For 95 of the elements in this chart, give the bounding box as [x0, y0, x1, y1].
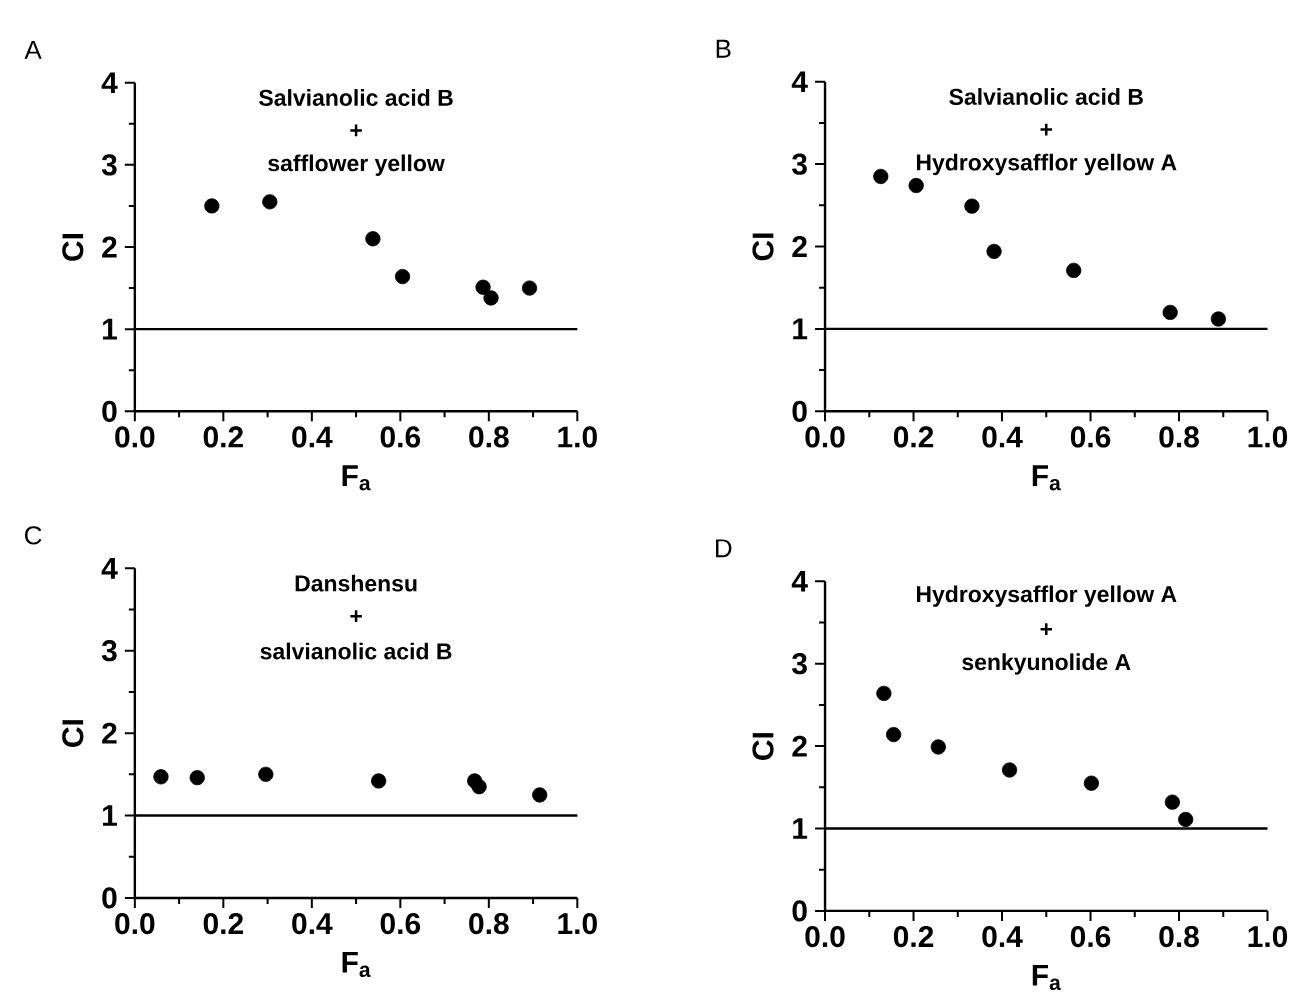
point — [930, 739, 946, 755]
x-tick-label: 0.8 — [1159, 926, 1199, 948]
point — [1162, 304, 1178, 321]
y-tick-label: 0 — [102, 400, 117, 423]
y-tick-label: 2 — [102, 722, 117, 744]
x-tick-label: 0.0 — [805, 926, 845, 948]
y-axis-title: CI — [62, 720, 84, 748]
point — [189, 770, 205, 786]
annotation: + — [1040, 123, 1053, 136]
x-axis-title: F$_{a}$ — [1032, 465, 1061, 491]
annotation: Hydroxysafflor yellow A — [916, 153, 1177, 176]
y-tick-label: 1 — [103, 805, 117, 826]
x-tick-label: 0.6 — [1070, 426, 1111, 448]
chart-title: B — [716, 39, 731, 58]
annotation: salvianolic acid B — [260, 642, 452, 660]
y-tick-label: 2 — [792, 236, 807, 258]
x-tick-label: 0.6 — [380, 426, 421, 448]
annotation: safflower yellow — [268, 154, 445, 177]
point — [262, 194, 278, 210]
x-tick-label: 1.0 — [1248, 926, 1288, 948]
y-tick-label: 1 — [103, 319, 117, 340]
annotation: + — [1040, 623, 1053, 636]
point — [371, 773, 387, 789]
y-tick-label: 3 — [101, 154, 117, 176]
y-axis-title: CI — [62, 234, 84, 261]
point — [986, 244, 1002, 260]
x-tick-label: 1.0 — [558, 426, 597, 448]
chart-title: A — [24, 41, 42, 59]
point — [1066, 262, 1082, 279]
x-tick-label: 0.6 — [1070, 926, 1111, 948]
y-tick-label: 4 — [101, 558, 118, 579]
x-tick-label: 0.2 — [893, 926, 934, 948]
x-tick-label: 0.6 — [380, 913, 421, 935]
point — [204, 198, 220, 214]
y-tick-label: 4 — [101, 72, 118, 94]
point — [532, 787, 548, 803]
point — [1210, 311, 1226, 327]
annotation: Danshensu — [295, 574, 417, 592]
x-tick-label: 0.0 — [805, 426, 845, 448]
point — [1164, 794, 1180, 810]
y-tick-label: 1 — [793, 318, 808, 340]
point — [1001, 762, 1018, 778]
point — [258, 766, 274, 783]
y-tick-label: 3 — [101, 640, 117, 662]
annotation: + — [350, 124, 362, 137]
point — [1178, 812, 1194, 828]
point — [873, 169, 889, 185]
y-tick-label: 3 — [792, 153, 807, 175]
point — [365, 231, 381, 247]
x-axis-title: F$_{a}$ — [342, 465, 371, 491]
y-tick-label: 0 — [792, 400, 807, 423]
point — [1083, 775, 1099, 791]
chart-title: C — [25, 526, 42, 545]
x-axis-title: F$_{a}$ — [1032, 965, 1061, 991]
annotation: Salvianolic acid B — [949, 88, 1143, 106]
x-tick-label: 0.4 — [292, 426, 333, 448]
point — [964, 198, 980, 214]
x-tick-label: 1.0 — [1248, 426, 1288, 448]
y-tick-label: 2 — [792, 735, 807, 757]
point — [394, 269, 411, 285]
point — [521, 280, 538, 296]
point — [153, 769, 169, 785]
annotation: Hydroxysafflor yellow A — [916, 585, 1177, 607]
x-tick-label: 0.0 — [115, 913, 155, 935]
x-tick-label: 1.0 — [558, 913, 597, 935]
x-tick-label: 0.4 — [292, 913, 333, 935]
point — [471, 779, 487, 795]
x-tick-label: 0.4 — [982, 926, 1023, 948]
y-axis-title: CI — [752, 233, 774, 261]
chart-title: D — [716, 539, 732, 558]
x-tick-label: 0.2 — [203, 426, 243, 448]
point — [908, 178, 924, 194]
x-tick-label: 0.4 — [982, 426, 1023, 448]
annotation: senkyunolide A — [962, 653, 1131, 675]
point — [886, 727, 902, 743]
y-axis-title: CI — [752, 733, 774, 761]
y-tick-label: 4 — [791, 71, 808, 93]
y-tick-label: 3 — [792, 653, 807, 675]
x-tick-label: 0.8 — [1159, 426, 1199, 448]
x-tick-label: 0.0 — [115, 426, 155, 448]
point — [483, 290, 499, 306]
x-tick-label: 0.2 — [203, 913, 243, 935]
annotation: Salvianolic acid B — [259, 89, 453, 107]
x-axis-title: F$_{a}$ — [342, 952, 371, 978]
point — [876, 685, 892, 702]
y-tick-label: 4 — [791, 571, 808, 592]
y-tick-label: 2 — [102, 236, 117, 258]
x-tick-label: 0.8 — [469, 426, 509, 448]
y-tick-label: 1 — [793, 818, 808, 839]
y-tick-label: 0 — [792, 900, 807, 922]
x-tick-label: 0.2 — [893, 426, 934, 448]
y-tick-label: 0 — [102, 887, 117, 909]
x-tick-label: 0.8 — [469, 913, 509, 935]
point — [475, 279, 491, 295]
annotation: + — [350, 610, 362, 623]
